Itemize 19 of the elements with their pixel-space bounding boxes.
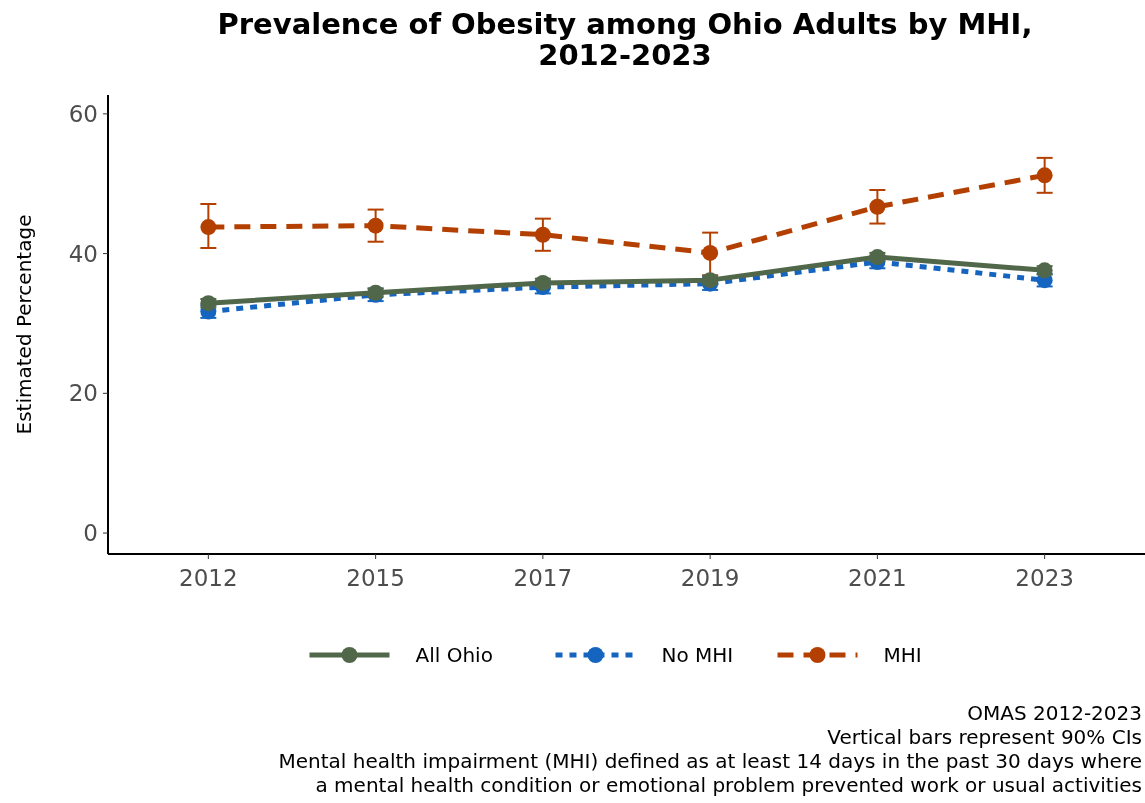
legend-label: MHI — [883, 643, 922, 667]
x-tick-label: 2012 — [179, 565, 238, 591]
chart-title: Prevalence of Obesity among Ohio Adults by MHI, 2012-2023 — [217, 7, 1033, 72]
x-tick-label: 2015 — [346, 565, 405, 591]
y-tick-label: 20 — [68, 380, 98, 407]
y-tick-label: 60 — [68, 100, 98, 127]
x-tick-label: 2021 — [848, 565, 907, 591]
legend-label: All Ohio — [415, 643, 493, 667]
y-tick-label: 40 — [68, 240, 98, 267]
legend-label: No MHI — [661, 643, 734, 667]
x-tick-label: 2023 — [1015, 565, 1074, 591]
text: OMAS 2012-2023 — [967, 701, 1142, 725]
y-axis-title: Estimated Percentage — [12, 214, 36, 435]
x-tick-label: 2017 — [513, 565, 573, 591]
text: a mental health condition or emotional problem prevented work or usual activities — [315, 773, 1142, 797]
text: Mental health impairment (MHI) defined as at least 14 days in the past 30 days where — [278, 749, 1142, 773]
y-tick-label: 0 — [83, 520, 98, 547]
x-tick-label: 2019 — [680, 565, 740, 591]
text: Vertical bars represent 90% CIs — [827, 725, 1142, 749]
